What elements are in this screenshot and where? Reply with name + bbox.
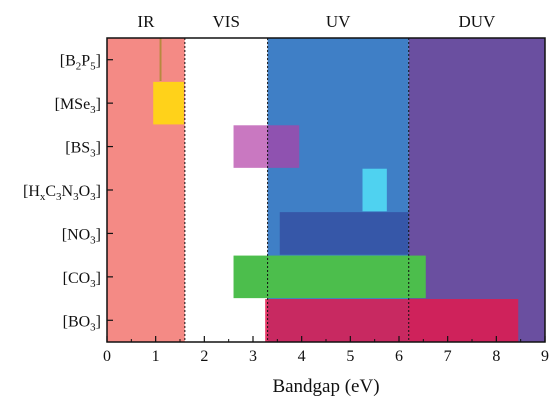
region-boundaries bbox=[184, 38, 410, 342]
subscript: 3 bbox=[73, 191, 79, 203]
label-part: ] bbox=[96, 313, 101, 330]
label-part: [NO bbox=[62, 226, 90, 243]
y-tick-label: [BO3] bbox=[63, 313, 101, 333]
x-tick-label: 8 bbox=[492, 348, 500, 365]
label-part: [B bbox=[60, 53, 76, 70]
y-tick-label: [B2P5] bbox=[60, 53, 101, 73]
label-part: ] bbox=[96, 226, 101, 243]
x-tick-label: 2 bbox=[200, 348, 208, 365]
y-tick-label: [MSe3] bbox=[55, 96, 101, 116]
subscript: x bbox=[40, 191, 46, 203]
y-tick-label: [BS3] bbox=[65, 140, 101, 160]
x-tick-label: 1 bbox=[152, 348, 160, 365]
x-tick-label: 5 bbox=[346, 348, 354, 365]
range-bar-5 bbox=[279, 212, 409, 255]
x-axis-ticks: 0 1 2 3 4 5 6 7 8 9 bbox=[103, 336, 549, 365]
label-part: [H bbox=[23, 183, 40, 200]
label-part: ] bbox=[96, 53, 101, 70]
range-bars bbox=[153, 38, 519, 342]
x-tick-label: 0 bbox=[103, 348, 111, 365]
label-part: ] bbox=[96, 96, 101, 113]
x-tick-label: 9 bbox=[541, 348, 549, 365]
subscript: 3 bbox=[90, 148, 96, 160]
region-label-uv: UV bbox=[326, 12, 351, 31]
label-part: ] bbox=[96, 140, 101, 157]
region-duv bbox=[408, 38, 545, 342]
range-bar-7 bbox=[265, 299, 519, 342]
label-part: ] bbox=[96, 183, 101, 200]
subscript: 3 bbox=[90, 104, 96, 116]
label-part: [MSe bbox=[55, 96, 91, 113]
range-bar-4 bbox=[362, 168, 387, 212]
label-part: P bbox=[81, 53, 90, 70]
x-tick-label: 3 bbox=[249, 348, 257, 365]
label-part: [CO bbox=[63, 270, 91, 287]
region-labels: IR VIS UV DUV bbox=[137, 12, 496, 31]
range-bar-3 bbox=[233, 125, 300, 168]
x-axis-label: Bandgap (eV) bbox=[272, 376, 379, 397]
region-label-vis: VIS bbox=[213, 12, 240, 31]
subscript: 3 bbox=[90, 191, 96, 203]
label-part: N bbox=[62, 183, 74, 200]
y-tick-label: [CO3] bbox=[63, 270, 101, 290]
label-part: [BO bbox=[63, 313, 91, 330]
y-tick-label: [HxC3N3O3] bbox=[23, 183, 101, 203]
x-tick-label: 7 bbox=[444, 348, 452, 365]
x-tick-label: 4 bbox=[298, 348, 306, 365]
label-part: [BS bbox=[65, 140, 90, 157]
range-bar-1 bbox=[159, 38, 162, 81]
y-tick-label: [NO3] bbox=[62, 226, 101, 246]
y-axis-ticks: [B2P5][MSe3][BS3][HxC3N3O3][NO3][CO3][BO… bbox=[23, 53, 113, 333]
label-part: O bbox=[79, 183, 91, 200]
x-tick-label: 6 bbox=[395, 348, 403, 365]
subscript: 3 bbox=[90, 278, 96, 290]
subscript: 3 bbox=[90, 234, 96, 246]
subscript: 5 bbox=[90, 61, 96, 73]
label-part: C bbox=[45, 183, 56, 200]
range-bar-2 bbox=[153, 81, 184, 125]
range-bar-6 bbox=[233, 255, 426, 299]
region-label-duv: DUV bbox=[458, 12, 496, 31]
region-label-ir: IR bbox=[137, 12, 155, 31]
subscript: 3 bbox=[56, 191, 62, 203]
subscript: 2 bbox=[76, 61, 82, 73]
label-part: ] bbox=[96, 270, 101, 287]
subscript: 3 bbox=[90, 321, 96, 333]
